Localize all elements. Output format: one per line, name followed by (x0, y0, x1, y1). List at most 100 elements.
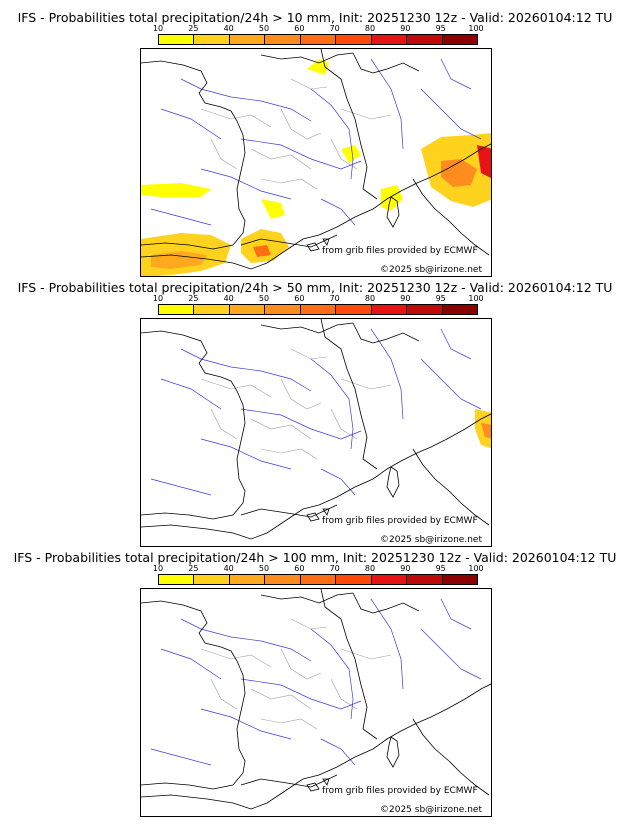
balearic-islands (306, 508, 330, 522)
source-credit: from grib files provided by ECMWF (322, 786, 478, 796)
region-boundary (200, 378, 272, 398)
colorbar-tick-label: 90 (400, 24, 411, 33)
copyright-credit: ©2025 sb@irizone.net (380, 265, 482, 275)
region-boundary (330, 138, 358, 170)
colorbar-segment (442, 35, 477, 44)
river (160, 648, 222, 680)
chart-title: IFS - Probabilities total precipitation/… (17, 280, 613, 295)
coastline (260, 322, 354, 334)
coastline (141, 683, 491, 810)
colorbar-tick-label: 60 (294, 24, 305, 33)
colorbar-segment (194, 575, 230, 584)
colorbar-segment (442, 305, 477, 314)
colorbar-tick-label: 90 (400, 564, 411, 573)
river (370, 58, 404, 150)
region-boundary (200, 648, 272, 668)
river (240, 138, 362, 170)
copyright-credit: ©2025 sb@irizone.net (380, 805, 482, 815)
river (370, 598, 404, 690)
colorbar-segment (407, 575, 443, 584)
colorbar-segment (265, 575, 301, 584)
colorbar-tick-label: 100 (468, 294, 484, 303)
river (440, 328, 472, 360)
river (420, 358, 482, 410)
river (150, 748, 212, 766)
colorbar-tick-label: 95 (435, 294, 446, 303)
coastline (141, 413, 491, 540)
river (160, 108, 222, 140)
colorbar-tick-label: 10 (152, 24, 164, 33)
colorbar-tick-label: 25 (188, 564, 199, 573)
coastline (141, 600, 246, 790)
colorbar-ticks: 10 25 40 50 60 70 80 90 95 100 (153, 24, 484, 34)
precipitation-map (140, 48, 492, 277)
precipitation-probability-area (341, 145, 361, 163)
colorbar-segment (229, 35, 266, 44)
colorbar-tick-label: 80 (364, 294, 376, 303)
colorbar-segment (194, 35, 230, 44)
river (200, 168, 292, 200)
river (310, 358, 354, 450)
colorbar-ticks: 10 25 40 50 60 70 80 90 95 100 (153, 564, 484, 574)
region-boundary (330, 678, 358, 710)
precipitation-probability-area (307, 59, 329, 75)
river (180, 78, 312, 122)
colorbar-tick-label: 10 (152, 294, 164, 303)
colorbar-tick-label: 25 (188, 294, 199, 303)
precipitation-probability-area (481, 423, 491, 439)
corsica-island (386, 466, 400, 498)
chart-title: IFS - Probabilities total precipitation/… (17, 10, 613, 25)
region-boundary (200, 108, 272, 128)
colorbar-tick-label: 70 (329, 294, 340, 303)
map-canvas (141, 319, 491, 540)
region-boundary (260, 718, 318, 730)
region-boundary (290, 348, 328, 360)
chart-panel-10mm: IFS - Probabilities total precipitation/… (0, 0, 630, 277)
colorbar-tick-label: 10 (152, 564, 164, 573)
colorbar-tick-label: 80 (364, 564, 376, 573)
precipitation-map (140, 588, 492, 817)
colorbar-tick-label: 95 (435, 24, 446, 33)
region-boundary (210, 138, 238, 170)
balearic-islands (306, 238, 330, 252)
colorbar-ticks: 10 25 40 50 60 70 80 90 95 100 (153, 294, 484, 304)
region-boundary (250, 418, 312, 440)
region-boundary (330, 408, 358, 440)
map-canvas (141, 589, 491, 810)
colorbar-segment (336, 305, 372, 314)
region-boundary (210, 408, 238, 440)
colorbar-segment (407, 35, 443, 44)
colorbar-tick-label: 100 (468, 564, 484, 573)
colorbar-segment (229, 305, 266, 314)
region-boundary (260, 448, 318, 460)
colorbar-segment (300, 575, 337, 584)
coastline (412, 448, 490, 526)
colorbar-segment (442, 575, 477, 584)
river (440, 58, 472, 90)
precipitation-probability-area (261, 199, 285, 219)
river (240, 408, 362, 440)
river (310, 88, 354, 180)
colorbar-segment (371, 575, 408, 584)
colorbar-segment (336, 35, 372, 44)
colorbar-tick-label: 95 (435, 564, 446, 573)
colorbar-tick-label: 40 (223, 24, 234, 33)
region-boundary (280, 108, 322, 140)
chart-title: IFS - Probabilities total precipitation/… (13, 550, 617, 565)
colorbar-tick-label: 50 (258, 564, 270, 573)
balearic-islands (306, 778, 330, 792)
colorbar-tick-label: 70 (329, 24, 340, 33)
colorbar (158, 34, 478, 45)
colorbar-tick-label: 40 (223, 294, 234, 303)
colorbar-tick-label: 60 (294, 564, 305, 573)
region-boundary (260, 178, 318, 190)
coastline (412, 178, 490, 256)
colorbar-tick-label: 70 (329, 564, 340, 573)
river (180, 618, 312, 662)
colorbar-segment (407, 305, 443, 314)
coastline (141, 60, 246, 250)
precipitation-map (140, 318, 492, 547)
river (320, 738, 356, 766)
precipitation-probability-area (477, 145, 491, 178)
colorbar-segment (229, 575, 266, 584)
